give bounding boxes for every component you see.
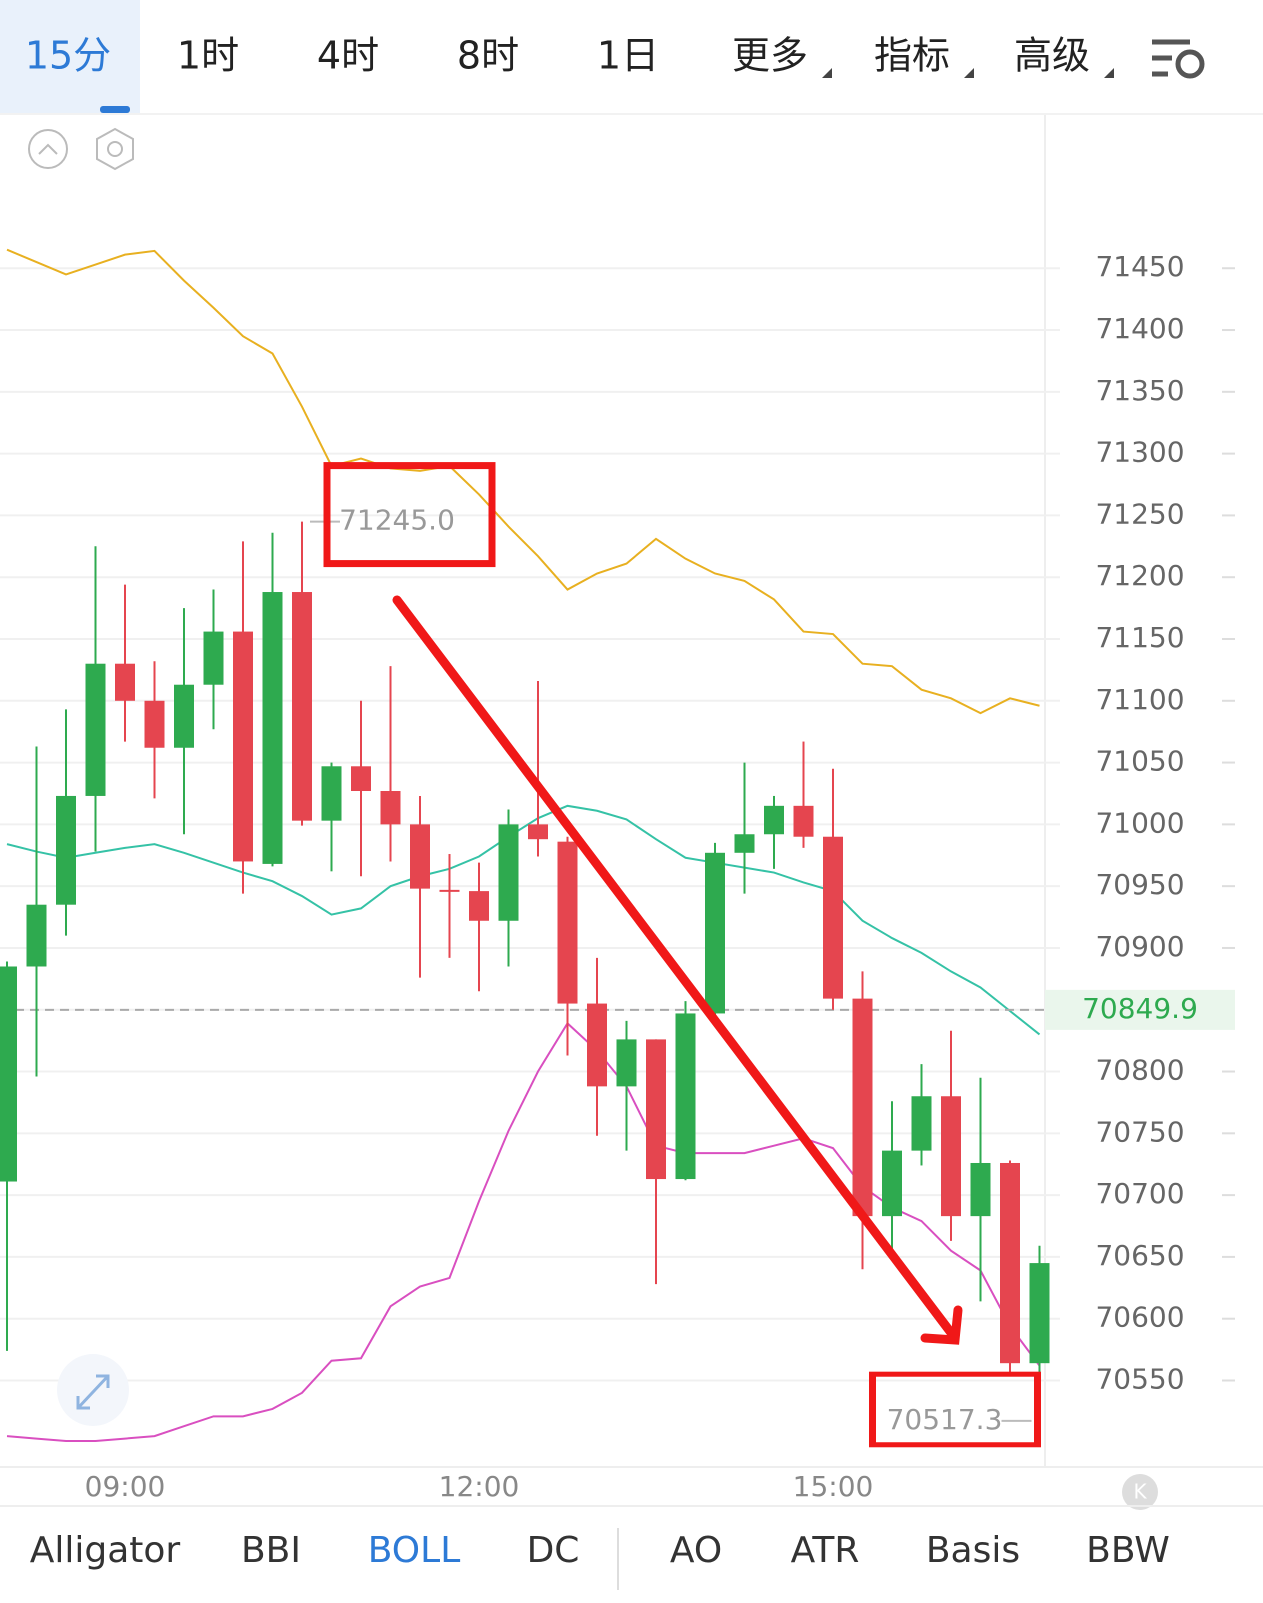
- timeframe-tab[interactable]: 1日: [597, 34, 659, 78]
- dropdown-caret: [1104, 68, 1114, 78]
- annotation-label: 71245.0: [339, 504, 455, 537]
- y-tick-label: 71400: [1095, 312, 1184, 345]
- band-line: [6, 248, 1040, 715]
- candle-body: [616, 1039, 637, 1087]
- expand-button[interactable]: [57, 1354, 129, 1426]
- candle-body: [321, 766, 342, 821]
- y-tick-label: 71100: [1095, 683, 1184, 716]
- y-tick-label: 71250: [1095, 497, 1184, 530]
- candle-body: [587, 1003, 607, 1087]
- candle-body: [351, 766, 371, 791]
- candle-body: [56, 795, 76, 905]
- candle-body: [528, 824, 548, 840]
- indicator-tab[interactable]: Alligator: [30, 1530, 181, 1571]
- candle-body: [941, 1096, 961, 1217]
- annotation-box: [323, 462, 496, 568]
- dropdown-caret: [964, 68, 974, 78]
- candle-body: [292, 592, 312, 821]
- candle-body: [793, 805, 814, 837]
- y-tick-label: 71300: [1095, 436, 1184, 469]
- timeframe-tab[interactable]: 指标: [874, 34, 950, 78]
- timeframe-tab[interactable]: 4时: [317, 34, 379, 78]
- x-tick-label: 12:00: [439, 1470, 520, 1503]
- indicator-tab[interactable]: Basis: [926, 1530, 1020, 1571]
- k-badge[interactable]: K: [1122, 1474, 1158, 1510]
- timeframe-tab[interactable]: 更多: [732, 34, 808, 78]
- candle-body: [705, 852, 725, 1014]
- trend-arrow: [392, 595, 963, 1345]
- y-tick-label: 71150: [1095, 621, 1184, 654]
- candle-body: [0, 966, 17, 1182]
- indicator-tab[interactable]: BBW: [1086, 1530, 1170, 1571]
- candle-body: [646, 1039, 666, 1180]
- candle-body: [852, 998, 873, 1217]
- settings-icon[interactable]: [1152, 39, 1205, 79]
- svg-text:K: K: [1133, 1480, 1147, 1504]
- candle-body: [439, 889, 460, 892]
- candle-body: [85, 663, 106, 796]
- x-tick-label: 15:00: [793, 1470, 874, 1503]
- candle-body: [882, 1150, 902, 1217]
- annotation-box: [869, 1371, 1041, 1448]
- band-line: [6, 804, 1041, 1036]
- last-price-badge: [1045, 989, 1235, 1030]
- candle-body: [262, 592, 283, 864]
- indicator-tab[interactable]: BBI: [241, 1530, 301, 1571]
- indicator-tab[interactable]: DC: [527, 1530, 580, 1571]
- indicator-tab[interactable]: AO: [670, 1530, 722, 1571]
- timeframe-tab[interactable]: 高级: [1014, 34, 1090, 78]
- active-tab-bg: [0, 0, 140, 113]
- indicator-tab[interactable]: BOLL: [368, 1530, 461, 1571]
- y-tick-label: 71200: [1095, 559, 1184, 592]
- candle-body: [410, 824, 430, 889]
- settings-button[interactable]: [96, 127, 134, 171]
- candle-body: [764, 805, 784, 835]
- y-tick-label: 71450: [1095, 250, 1184, 283]
- candle-body: [469, 891, 489, 921]
- candle-body: [1029, 1263, 1050, 1364]
- candle-body: [174, 684, 194, 748]
- candle-body: [498, 824, 519, 921]
- candle-body: [380, 791, 401, 825]
- candle-body: [26, 904, 47, 967]
- candle-body: [115, 663, 135, 701]
- indicator-tab[interactable]: ATR: [791, 1530, 860, 1571]
- band-line: [6, 1021, 1041, 1443]
- y-tick-label: 70750: [1095, 1115, 1184, 1148]
- candle-body: [144, 700, 165, 748]
- timeframe-tab[interactable]: 1时: [177, 34, 239, 78]
- dropdown-caret: [822, 68, 832, 78]
- plot: [0, 248, 1235, 1443]
- y-tick-label: 71350: [1095, 374, 1184, 407]
- collapse-button[interactable]: [28, 129, 68, 169]
- candle-body: [970, 1162, 991, 1217]
- candle-body: [557, 841, 578, 1004]
- active-tab-indicator: [100, 106, 130, 113]
- y-tick-label: 70600: [1095, 1301, 1184, 1334]
- y-tick-label: 70800: [1095, 1054, 1184, 1087]
- y-tick-label: 70950: [1095, 868, 1184, 901]
- y-tick-label: 70900: [1095, 930, 1184, 963]
- candle-body: [675, 1013, 696, 1180]
- timeframe-tab[interactable]: 15分: [25, 34, 111, 78]
- y-tick-label: 71000: [1095, 806, 1184, 839]
- candle-body: [1000, 1162, 1020, 1364]
- last-price-label: 70849.9: [1082, 992, 1198, 1025]
- y-tick-label: 70650: [1095, 1239, 1184, 1272]
- y-tick-label: 71050: [1095, 745, 1184, 778]
- candle-body: [734, 834, 755, 853]
- timeframe-tab[interactable]: 8时: [457, 34, 519, 78]
- y-tick-label: 70550: [1095, 1362, 1184, 1395]
- y-tick-label: 70700: [1095, 1177, 1184, 1210]
- candle-body: [911, 1096, 932, 1151]
- annotation-label: 70517.3: [887, 1403, 1003, 1436]
- candle-body: [823, 836, 843, 999]
- x-tick-label: 09:00: [85, 1470, 166, 1503]
- candle-body: [233, 631, 253, 862]
- candle-body: [203, 631, 224, 685]
